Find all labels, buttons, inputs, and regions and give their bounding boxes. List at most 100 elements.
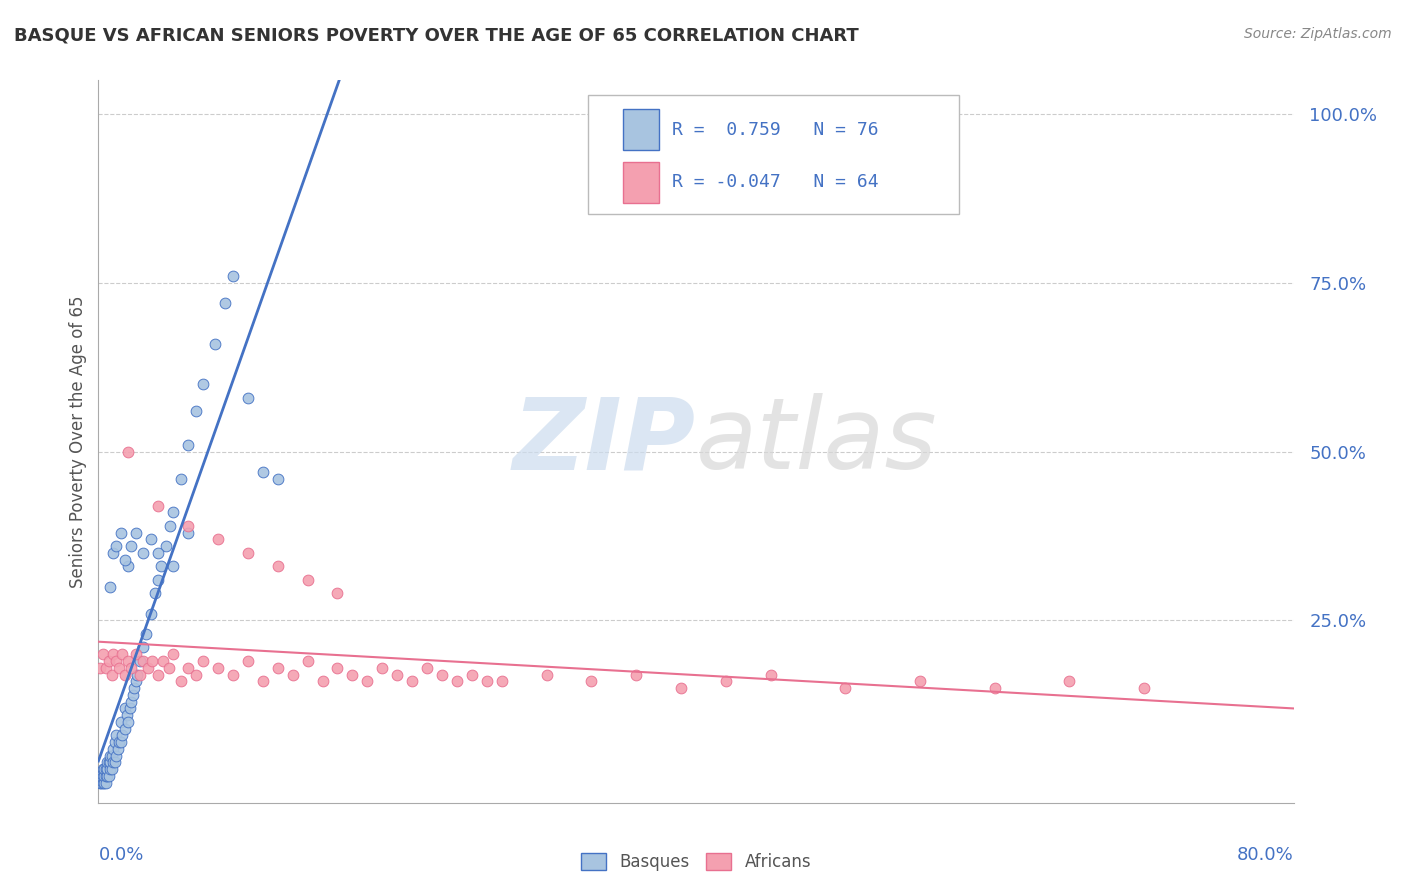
Point <box>461 667 484 681</box>
Text: atlas: atlas <box>696 393 938 490</box>
Point <box>1059 674 1081 689</box>
Text: 0.0%: 0.0% <box>98 847 143 864</box>
Point <box>93 775 115 789</box>
Point <box>446 674 468 689</box>
Point <box>267 559 290 574</box>
Point <box>207 661 229 675</box>
Point <box>759 667 782 681</box>
FancyBboxPatch shape <box>623 161 659 202</box>
Point <box>139 607 162 621</box>
Point <box>236 391 259 405</box>
Point <box>326 661 349 675</box>
FancyBboxPatch shape <box>589 95 959 214</box>
Point <box>103 741 125 756</box>
Point <box>93 769 115 783</box>
Point <box>214 296 236 310</box>
Point <box>103 647 125 661</box>
Point <box>98 580 122 594</box>
Point <box>401 674 423 689</box>
Point <box>97 756 120 770</box>
Point <box>117 559 139 574</box>
Point <box>169 472 191 486</box>
Point <box>98 762 122 776</box>
Point <box>152 654 174 668</box>
Point <box>121 688 143 702</box>
Point <box>132 654 155 668</box>
Point <box>124 681 146 695</box>
Point <box>267 472 290 486</box>
Text: 80.0%: 80.0% <box>1237 847 1294 864</box>
Point <box>111 647 134 661</box>
Point <box>252 465 274 479</box>
Point <box>162 559 184 574</box>
Point <box>104 756 127 770</box>
Point <box>127 667 149 681</box>
Point <box>107 741 129 756</box>
Point <box>162 505 184 519</box>
Point <box>326 586 349 600</box>
Point <box>162 647 184 661</box>
Point <box>105 728 128 742</box>
Point <box>148 667 170 681</box>
Point <box>114 667 136 681</box>
Point <box>129 654 152 668</box>
Point <box>371 661 394 675</box>
Point <box>91 775 114 789</box>
Point <box>536 667 558 681</box>
Point <box>120 661 142 675</box>
Point <box>236 654 259 668</box>
Point <box>191 377 214 392</box>
Point <box>94 762 117 776</box>
Point <box>108 661 131 675</box>
Point <box>108 735 131 749</box>
Point <box>114 701 136 715</box>
Point <box>155 539 177 553</box>
Point <box>177 661 200 675</box>
Point <box>416 661 439 675</box>
Point <box>97 654 120 668</box>
Point <box>834 681 856 695</box>
Point <box>222 269 245 284</box>
Point <box>104 735 127 749</box>
Point <box>117 714 139 729</box>
Point <box>1133 681 1156 695</box>
Point <box>148 499 170 513</box>
Point <box>281 667 304 681</box>
Point <box>267 661 290 675</box>
Point <box>129 667 152 681</box>
Point <box>105 539 128 553</box>
Point <box>120 539 142 553</box>
Point <box>311 674 333 689</box>
Point <box>714 674 737 689</box>
Text: BASQUE VS AFRICAN SENIORS POVERTY OVER THE AGE OF 65 CORRELATION CHART: BASQUE VS AFRICAN SENIORS POVERTY OVER T… <box>14 27 859 45</box>
Point <box>297 573 319 587</box>
Point <box>111 728 134 742</box>
Point <box>157 661 180 675</box>
Point <box>207 533 229 547</box>
Point <box>669 681 692 695</box>
Point <box>297 654 319 668</box>
Point <box>101 748 124 763</box>
Point <box>125 525 148 540</box>
Text: ZIP: ZIP <box>513 393 696 490</box>
Text: Source: ZipAtlas.com: Source: ZipAtlas.com <box>1244 27 1392 41</box>
Point <box>356 674 378 689</box>
Point <box>94 661 117 675</box>
Point <box>103 546 125 560</box>
Point <box>98 756 122 770</box>
Point <box>139 533 162 547</box>
Point <box>908 674 931 689</box>
Point <box>136 661 159 675</box>
Point <box>177 525 200 540</box>
Point <box>132 546 155 560</box>
Point <box>125 674 148 689</box>
Point <box>110 735 132 749</box>
Point <box>89 661 111 675</box>
Point <box>125 647 148 661</box>
Point <box>191 654 214 668</box>
Point <box>91 647 114 661</box>
Point <box>101 762 124 776</box>
Point <box>110 714 132 729</box>
Point <box>101 667 124 681</box>
Point <box>115 708 138 723</box>
